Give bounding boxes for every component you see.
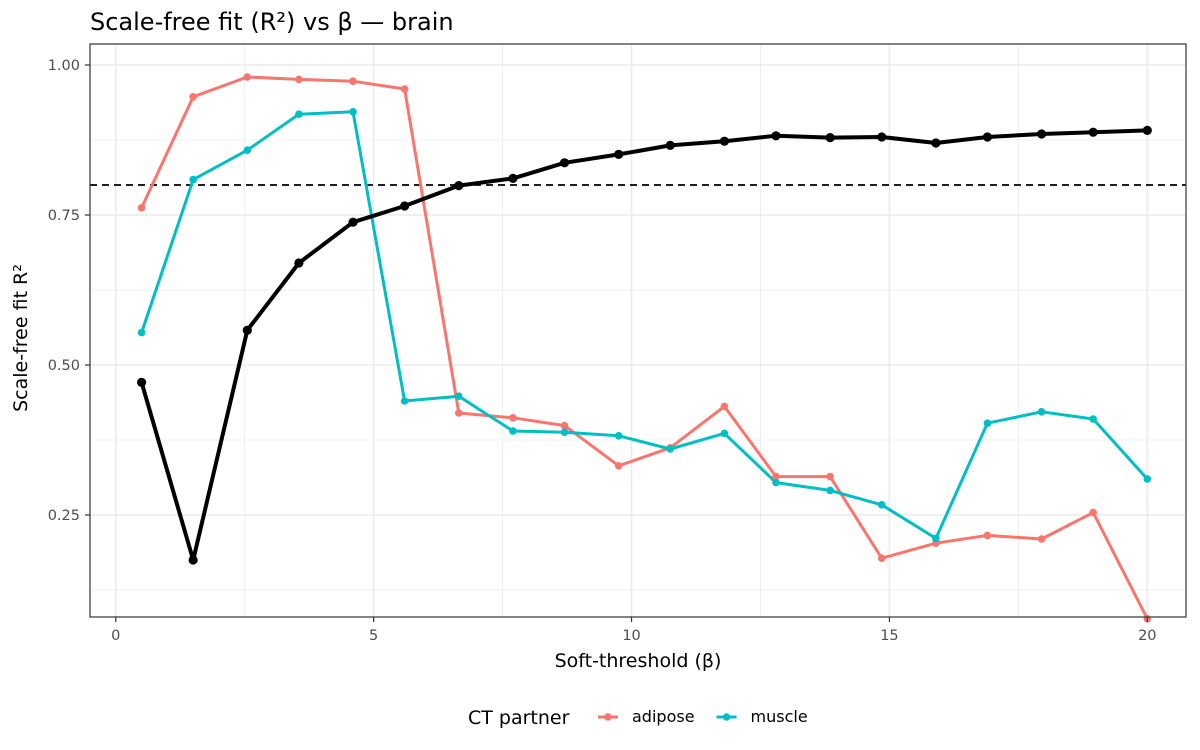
point-brain [136,377,147,387]
point-muscle [189,175,197,184]
plot-panel-border [89,43,1187,618]
legend-key-point-adipose [604,713,612,721]
point-muscle [295,110,303,118]
y-tick-label: 0.50 [48,358,80,374]
x-tick-label: 15 [880,628,898,644]
point-brain [188,555,198,565]
legend-label-adipose: adipose [632,707,695,726]
legend-key-point-muscle [722,713,731,721]
point-adipose [877,554,886,562]
point-muscle [1089,415,1097,423]
series-lines [139,75,1150,621]
point-adipose [349,77,357,85]
point-adipose [720,402,729,411]
point-brain [1036,129,1047,139]
point-brain [665,140,675,150]
point-adipose [454,409,463,417]
series-points [136,73,1152,623]
y-tick-label: 1.00 [48,58,80,74]
point-adipose [826,472,834,481]
point-adipose [137,204,146,212]
point-muscle [1143,475,1152,483]
point-adipose [189,93,197,101]
legend: CT partner adipose muscle [468,707,808,729]
point-brain [877,132,887,142]
point-brain [1088,127,1098,137]
x-tick-label: 5 [369,628,378,644]
point-brain [982,132,993,142]
point-brain [1142,125,1152,135]
x-axis-title: Soft-threshold (β) [555,650,722,672]
point-brain [242,325,252,335]
point-adipose [1089,508,1097,517]
point-muscle [243,146,252,154]
point-brain [771,131,781,141]
point-muscle [877,501,886,509]
point-brain [559,158,570,168]
point-adipose [1037,535,1046,543]
point-muscle [454,392,463,401]
point-muscle [826,486,834,495]
x-tick-label: 0 [111,628,120,644]
point-muscle [772,478,780,487]
point-brain [614,149,624,159]
legend-label-muscle: muscle [751,707,808,726]
series-line-brain [139,128,1150,562]
legend-title: CT partner [468,707,570,729]
point-adipose [614,462,623,470]
major-gridlines [90,44,1186,617]
point-muscle [666,445,675,453]
point-brain [719,136,729,146]
point-muscle [509,427,517,435]
point-brain [825,133,835,143]
point-muscle [349,108,357,116]
point-brain [931,138,941,148]
y-axis-title: Scale-free fit R² [10,264,32,412]
point-brain [348,217,358,227]
series-line-adipose [140,75,1149,621]
point-brain [294,258,304,268]
x-tick-label: 10 [622,628,640,644]
x-axis-ticks: 0 5 10 15 20 [111,617,1157,644]
point-brain [508,173,518,183]
point-brain [400,201,410,211]
minor-gridlines [90,44,1186,617]
point-muscle [983,419,992,428]
chart-title: Scale-free fit (R²) vs β — brain [90,8,454,36]
point-muscle [720,429,729,438]
point-brain [454,181,464,191]
point-adipose [983,531,992,540]
y-tick-label: 0.25 [48,508,80,524]
point-adipose [295,75,303,84]
point-adipose [509,414,517,422]
point-muscle [1037,408,1046,416]
y-tick-label: 0.75 [48,208,80,224]
x-tick-label: 20 [1138,628,1156,644]
point-muscle [932,534,940,543]
point-muscle [400,397,409,405]
point-muscle [137,328,146,337]
point-adipose [560,421,569,430]
point-adipose [400,85,409,93]
point-muscle [614,432,623,440]
series-line-muscle [140,110,1149,540]
point-adipose [772,472,780,481]
point-muscle [560,428,569,437]
point-adipose [243,73,252,81]
y-axis-ticks: 0.25 0.50 0.75 1.00 [48,58,90,524]
